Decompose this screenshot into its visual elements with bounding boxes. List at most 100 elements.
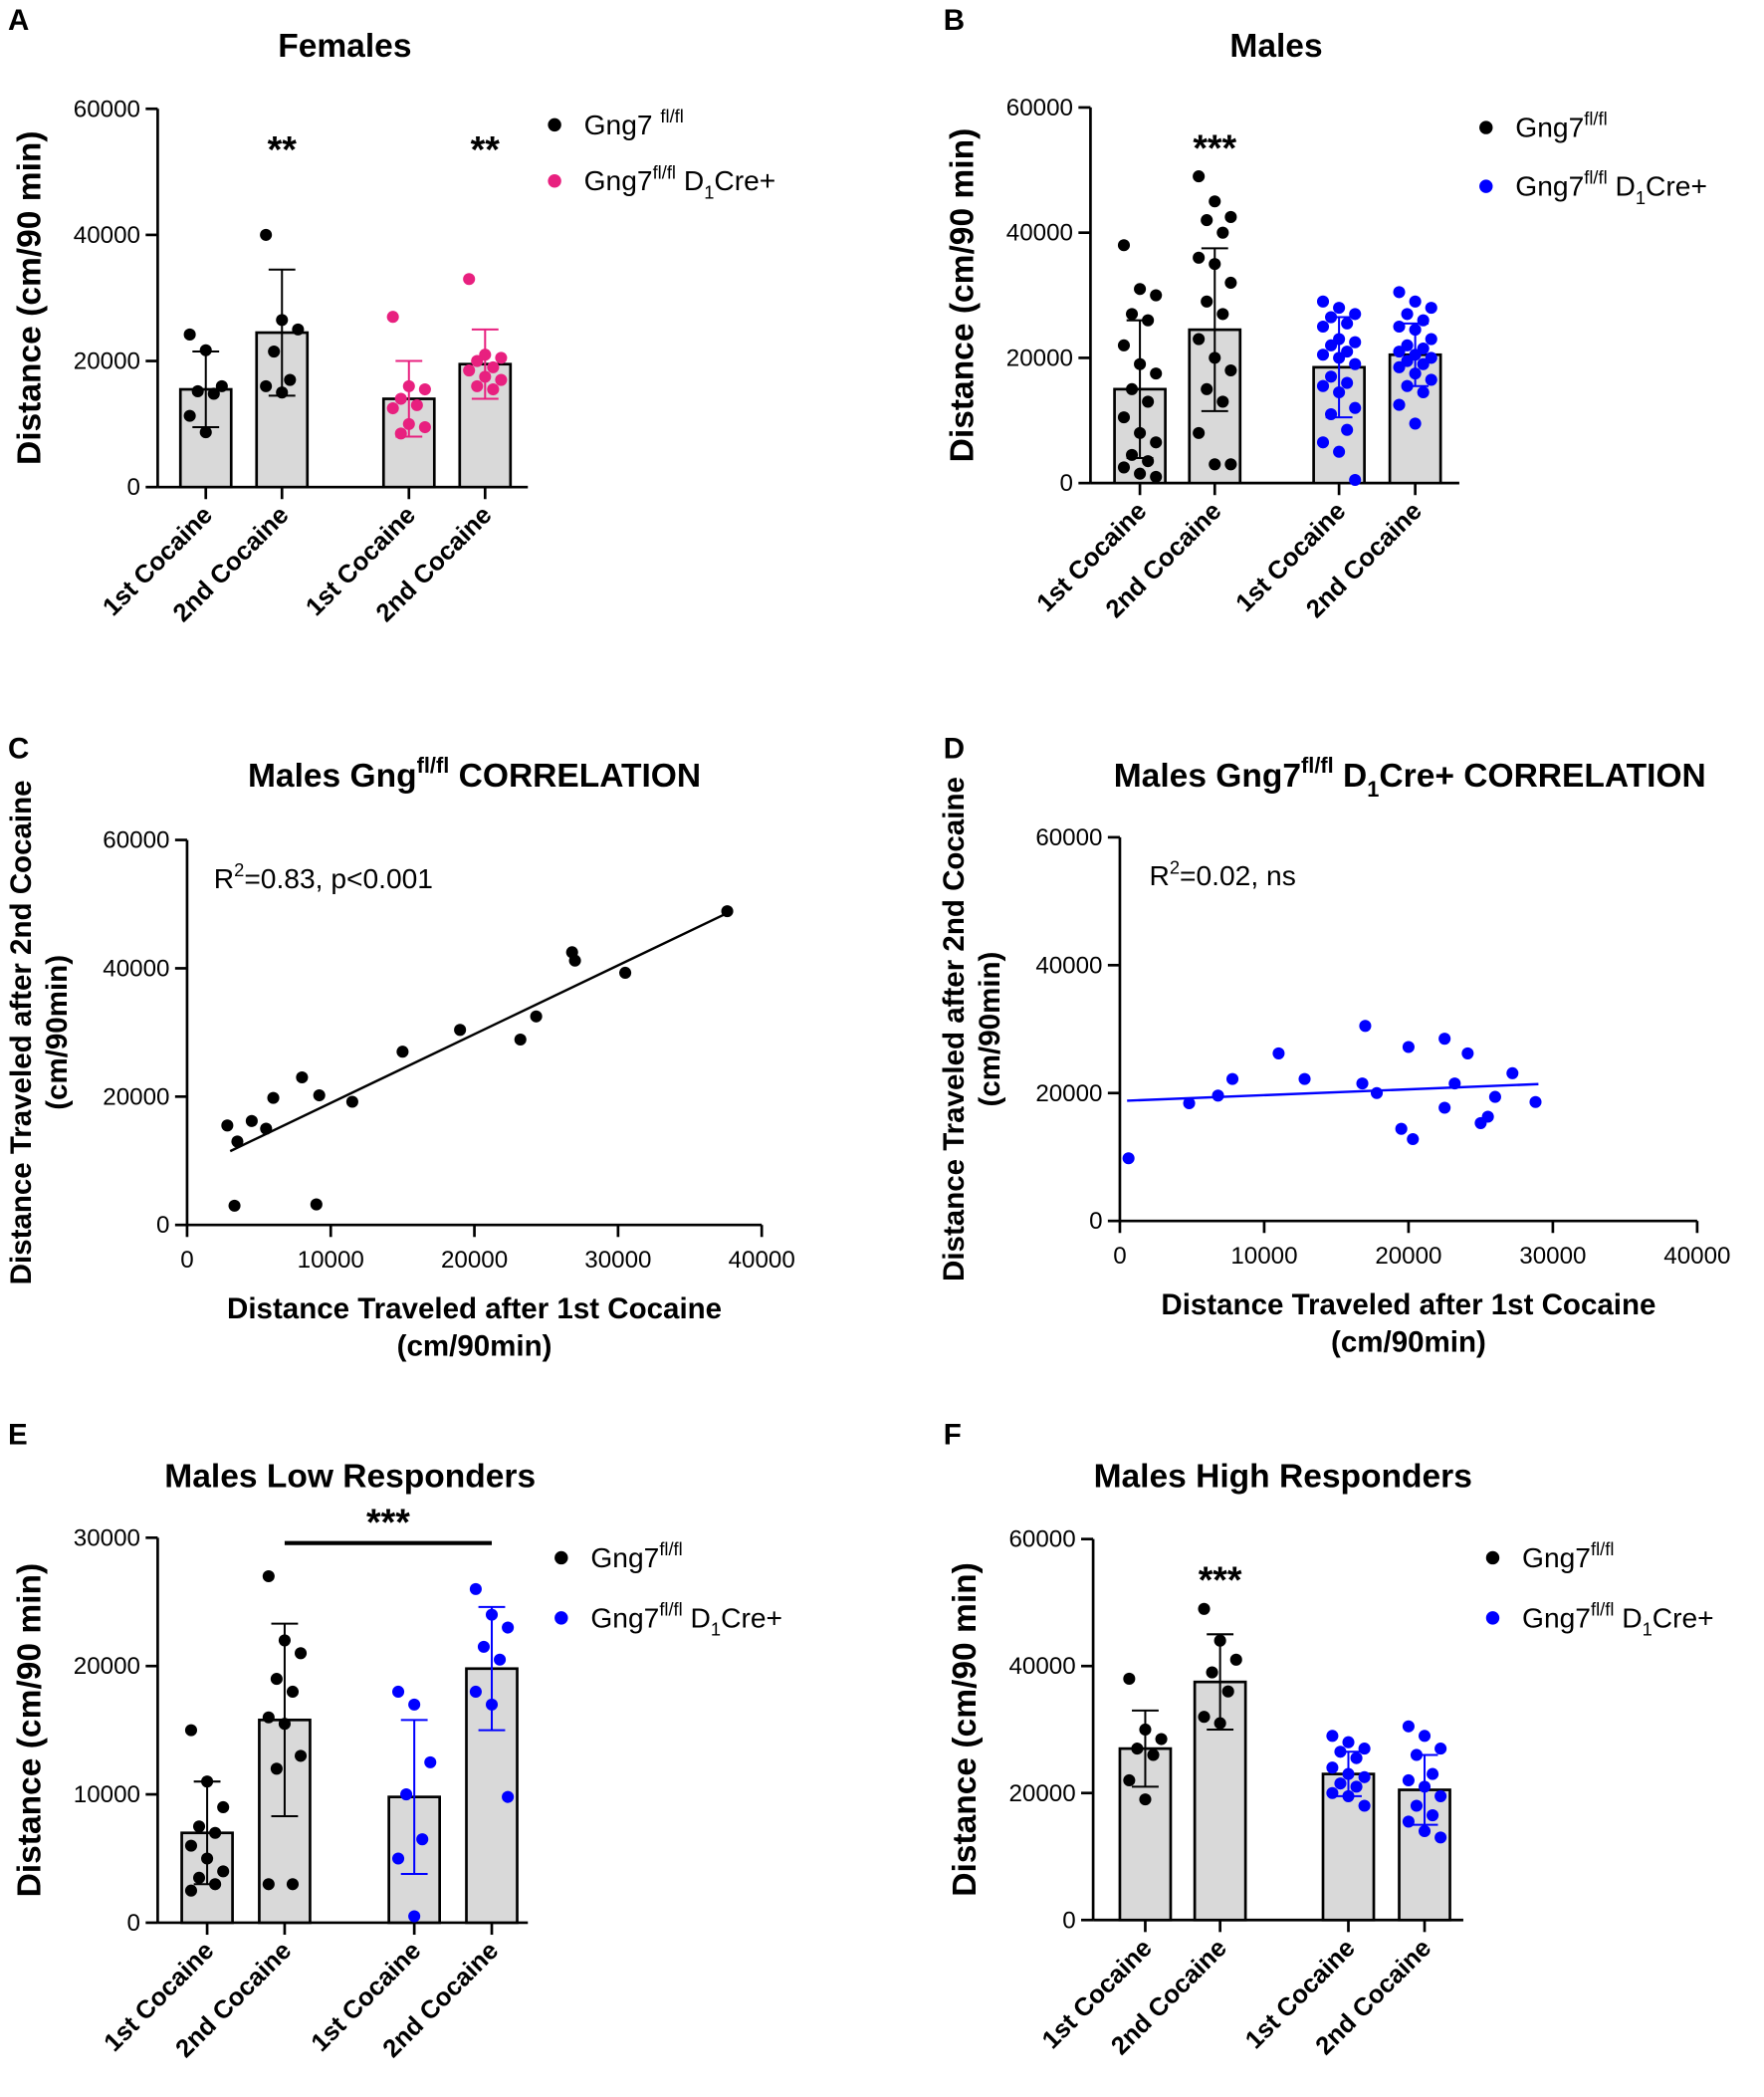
data-point — [1201, 295, 1213, 308]
data-point — [1216, 395, 1229, 408]
text-part: Gng7 — [584, 109, 661, 140]
y-tick-label: 20000 — [74, 1653, 140, 1680]
x-tick-label: 40000 — [729, 1247, 795, 1274]
text-part: Cre+ — [714, 164, 775, 196]
data-point — [1434, 1743, 1447, 1755]
y-axis-label: (cm/90min) — [41, 955, 74, 1110]
data-point — [183, 328, 196, 341]
data-point — [1201, 214, 1213, 227]
data-point — [454, 1024, 467, 1037]
data-point — [1224, 458, 1237, 471]
data-point — [184, 1839, 198, 1852]
text-part: fl/fl — [417, 753, 450, 778]
data-point — [1193, 251, 1206, 264]
data-point — [1506, 1066, 1519, 1079]
data-point — [1402, 1720, 1415, 1733]
data-point — [424, 1755, 437, 1768]
chart-title: Males High Responders — [1094, 1458, 1472, 1495]
data-point — [231, 1135, 244, 1148]
legend-marker — [554, 1550, 568, 1565]
chart-title: Females — [278, 28, 411, 65]
data-point — [1139, 1793, 1152, 1806]
data-point — [1216, 308, 1229, 321]
data-point — [1438, 1033, 1451, 1046]
legend-marker — [548, 174, 561, 188]
y-axis-label: Distance (cm/90 min) — [947, 1562, 984, 1897]
text-part: Females — [278, 28, 411, 65]
data-point — [477, 1640, 490, 1653]
data-point — [568, 954, 581, 967]
x-axis-label: Distance Traveled after 1st Cocaine — [227, 1292, 722, 1325]
data-point — [1117, 411, 1131, 424]
text-part: Cre+ — [721, 1601, 782, 1633]
data-point — [487, 382, 500, 396]
data-point — [1150, 470, 1163, 483]
annotation: R2=0.83, p<0.001 — [214, 859, 433, 894]
data-point — [1150, 367, 1163, 380]
data-point — [1393, 398, 1406, 411]
legend-label: Gng7fl/fl D1Cre+ — [590, 1598, 782, 1639]
data-point — [192, 1871, 206, 1884]
annotation: R2=0.02, ns — [1149, 856, 1295, 891]
text-part: Males Low Responders — [164, 1458, 536, 1495]
data-point — [345, 1095, 358, 1108]
text-part: Gng7 — [1515, 111, 1584, 142]
data-point — [1212, 1089, 1224, 1102]
data-point — [1229, 1653, 1242, 1666]
text-part: =0.83, p<0.001 — [244, 862, 433, 894]
text-part: 1 — [1367, 777, 1379, 802]
chart-title: Males Gngfl/fl CORRELATION — [248, 753, 701, 795]
panel-letter: B — [944, 4, 965, 37]
text-part: R — [214, 862, 234, 894]
data-point — [1417, 314, 1430, 327]
data-point — [410, 398, 423, 411]
data-point — [1417, 357, 1430, 370]
legend-marker — [1479, 120, 1493, 134]
data-point — [1193, 170, 1206, 183]
data-point — [1326, 1761, 1339, 1774]
data-point — [295, 1749, 308, 1762]
text-part: Gng7 — [1515, 170, 1584, 202]
y-tick-label: 60000 — [74, 96, 140, 122]
data-point — [1393, 360, 1406, 373]
y-tick-label: 40000 — [103, 956, 169, 983]
data-point — [408, 1910, 421, 1923]
text-part: Males High Responders — [1094, 1458, 1472, 1495]
data-point — [1349, 401, 1362, 414]
bar — [1398, 1788, 1451, 1922]
data-point — [418, 420, 431, 434]
data-point — [400, 1788, 413, 1801]
data-point — [217, 1865, 230, 1878]
data-point — [469, 1582, 482, 1595]
chart-title: Males Gng7fl/fl D1Cre+ CORRELATION — [1114, 753, 1706, 802]
data-point — [392, 1852, 405, 1865]
data-point — [416, 1833, 429, 1846]
data-point — [1147, 1748, 1160, 1761]
data-point — [392, 1685, 405, 1699]
data-point — [1434, 1789, 1447, 1802]
data-point — [295, 1647, 308, 1660]
data-point — [1224, 210, 1237, 223]
significance: ** — [471, 128, 501, 170]
y-tick-label: 0 — [1060, 470, 1073, 497]
data-point — [469, 1685, 482, 1699]
data-point — [1401, 308, 1414, 321]
data-point — [1325, 407, 1338, 421]
data-point — [268, 346, 281, 358]
data-point — [1349, 357, 1362, 370]
y-tick-label: 60000 — [1035, 824, 1102, 851]
text-part: Gng7 — [590, 1541, 659, 1573]
legend-label: Gng7fl/fl — [1515, 109, 1607, 143]
data-point — [1316, 349, 1330, 361]
y-tick-label: 0 — [156, 1212, 169, 1239]
data-point — [1193, 333, 1206, 346]
data-point — [1341, 376, 1354, 389]
panel-letter: E — [8, 1418, 28, 1451]
text-part: D — [683, 1601, 711, 1633]
data-point — [1350, 1780, 1363, 1793]
data-point — [1358, 1799, 1371, 1812]
data-point — [1325, 339, 1338, 351]
y-tick-label: 30000 — [74, 1524, 140, 1551]
data-point — [495, 351, 508, 364]
data-point — [1316, 295, 1330, 308]
